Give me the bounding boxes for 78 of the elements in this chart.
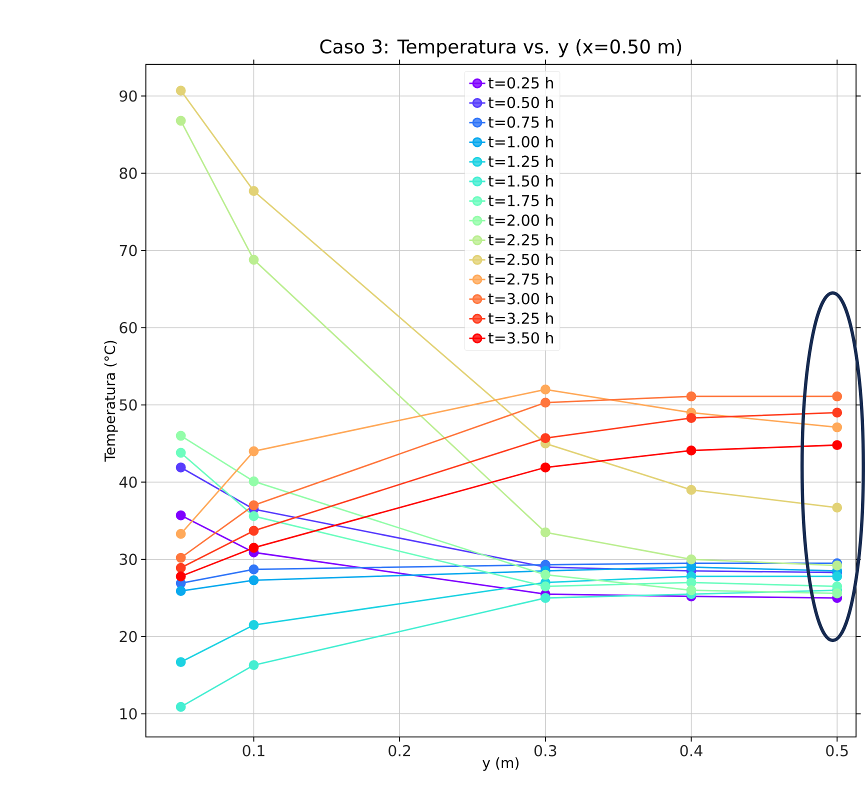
- y-tick-label: 50: [120, 399, 137, 411]
- point: [832, 408, 842, 418]
- point: [176, 528, 186, 539]
- y-tick-label: 70: [120, 244, 137, 256]
- legend-label: t=1.75 h: [488, 194, 553, 206]
- point: [176, 586, 186, 596]
- point: [686, 391, 696, 402]
- point: [540, 462, 550, 473]
- point: [832, 588, 842, 598]
- point: [176, 462, 186, 473]
- point: [176, 510, 186, 520]
- point: [176, 702, 186, 712]
- point: [686, 413, 696, 424]
- y-tick-label: 90: [120, 90, 137, 102]
- point: [248, 620, 259, 630]
- point: [832, 440, 842, 450]
- point: [248, 660, 259, 670]
- point: [686, 446, 696, 456]
- legend-label: t=1.25 h: [488, 155, 553, 168]
- legend-label: t=2.50 h: [488, 254, 553, 266]
- point: [248, 526, 259, 536]
- point: [176, 448, 186, 458]
- point: [540, 593, 550, 604]
- point: [248, 564, 259, 574]
- legend-label: t=1.00 h: [488, 136, 553, 148]
- point: [832, 391, 842, 402]
- point: [176, 552, 186, 563]
- point: [686, 484, 696, 495]
- point: [248, 500, 259, 510]
- point: [248, 542, 259, 553]
- legend-label: t=3.25 h: [488, 312, 553, 324]
- point: [248, 575, 259, 586]
- legend-label: t=0.75 h: [488, 116, 553, 128]
- legend-label: t=0.50 h: [488, 96, 553, 108]
- x-tick-label: 0.5: [826, 745, 848, 756]
- point: [248, 511, 259, 522]
- point: [176, 116, 186, 126]
- x-tick-label: 0.4: [680, 745, 702, 756]
- point: [176, 86, 186, 96]
- point: [540, 570, 550, 580]
- x-tick-label: 0.3: [534, 745, 556, 756]
- point: [248, 254, 259, 265]
- x-tick-label: 0.2: [388, 745, 410, 756]
- point: [686, 554, 696, 564]
- legend-label: t=2.00 h: [488, 214, 553, 226]
- chart-title: Caso 3: Temperatura vs. y (x=0.50 m): [320, 39, 682, 58]
- point: [540, 581, 550, 592]
- point: [248, 446, 259, 456]
- legend-label: t=3.50 h: [488, 332, 553, 344]
- point: [248, 186, 259, 196]
- point: [176, 430, 186, 441]
- point: [832, 422, 842, 432]
- point: [248, 476, 259, 486]
- legend-label: t=2.25 h: [488, 234, 553, 246]
- legend-label: t=1.50 h: [488, 175, 553, 187]
- y-tick-label: 60: [120, 322, 137, 334]
- legend-label: t=2.75 h: [488, 273, 553, 285]
- point: [832, 560, 842, 571]
- y-tick-label: 40: [119, 476, 137, 488]
- y-tick-label: 10: [120, 708, 137, 720]
- legend-label: t=3.00 h: [488, 292, 553, 304]
- point: [176, 571, 186, 582]
- point: [832, 502, 842, 513]
- y-axis-title: Temperatura (°C): [104, 340, 118, 462]
- y-tick-label: 30: [120, 554, 137, 566]
- x-tick-label: 0.1: [242, 745, 264, 756]
- y-tick-label: 20: [120, 630, 137, 642]
- point: [540, 384, 550, 395]
- point: [176, 562, 186, 573]
- point: [832, 571, 842, 582]
- point: [540, 398, 550, 408]
- x-axis-title: y (m): [482, 757, 519, 771]
- point: [176, 657, 186, 668]
- point: [540, 433, 550, 444]
- y-tick-label: 80: [120, 168, 137, 179]
- legend-label: t=0.25 h: [488, 76, 553, 89]
- point: [686, 585, 696, 596]
- point: [540, 527, 550, 538]
